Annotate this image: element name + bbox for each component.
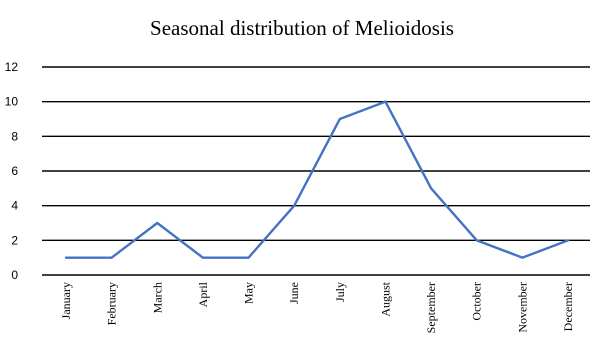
y-tick-label-0: 0 <box>11 268 18 282</box>
y-tick-label-2: 2 <box>11 233 18 247</box>
x-tick-label-april: April <box>196 281 210 307</box>
x-tick-label-may: May <box>242 282 256 304</box>
x-tick-label-october: October <box>470 282 484 321</box>
y-tick-label-6: 6 <box>11 164 18 178</box>
series-line-0 <box>64 100 570 259</box>
x-axis-ticks: January February March April May June July Augu… <box>59 281 575 333</box>
y-axis-ticks: 0 2 4 6 8 10 12 <box>5 60 19 282</box>
chart-title: Seasonal distribution of Melioidosis <box>150 16 454 40</box>
x-tick-label-march: March <box>150 282 164 313</box>
series-group <box>64 100 570 259</box>
x-tick-label-september: September <box>424 282 438 333</box>
x-tick-label-november: November <box>515 282 529 333</box>
y-tick-label-4: 4 <box>11 199 18 213</box>
x-tick-label-february: February <box>105 282 119 325</box>
gridlines <box>42 66 590 276</box>
y-tick-label-10: 10 <box>5 95 19 109</box>
x-tick-label-august: August <box>378 281 392 316</box>
x-tick-label-june: June <box>287 282 301 304</box>
y-tick-label-8: 8 <box>11 129 18 143</box>
x-tick-label-december: December <box>561 282 575 331</box>
x-tick-label-july: July <box>333 282 347 302</box>
y-tick-label-12: 12 <box>5 60 19 74</box>
x-tick-label-january: January <box>59 282 73 319</box>
